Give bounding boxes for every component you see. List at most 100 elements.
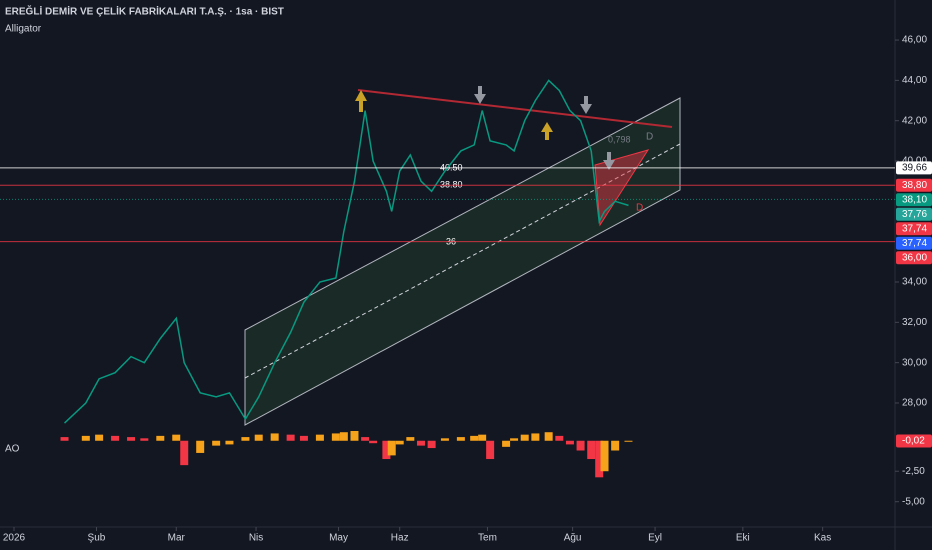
y-tick-label: 46,00 xyxy=(902,35,927,46)
ao-bar xyxy=(502,440,511,447)
x-tick-label: Mar xyxy=(168,533,186,544)
y-tick-label: 32,00 xyxy=(902,317,927,328)
ao-bar xyxy=(624,440,633,442)
price-line xyxy=(63,79,629,424)
y-tick-label: -2,50 xyxy=(902,466,925,477)
price-tag xyxy=(896,236,932,250)
y-tick-label: 30,00 xyxy=(902,357,927,368)
price-tag-label: 37,74 xyxy=(902,223,927,234)
y-tick-label: -5,00 xyxy=(902,496,925,507)
ao-bar xyxy=(156,435,165,441)
ao-bar xyxy=(576,440,585,451)
ao-bar xyxy=(416,440,425,446)
ao-bar xyxy=(241,437,250,441)
ao-bar xyxy=(339,432,348,441)
ao-bar xyxy=(299,435,308,441)
ao-bar xyxy=(172,434,181,441)
x-tick-label: Eki xyxy=(736,533,750,544)
x-tick-label: May xyxy=(329,533,348,544)
y-tick-label: 34,00 xyxy=(902,277,927,288)
ao-bar xyxy=(382,440,391,460)
price-tag-label: 38,80 xyxy=(902,180,927,191)
ao-bar xyxy=(361,437,370,441)
annotation: D xyxy=(636,203,643,214)
ao-bar xyxy=(565,440,574,445)
down-arrow xyxy=(603,152,615,170)
ao-bar xyxy=(270,433,279,441)
price-tag xyxy=(896,207,932,221)
trend-line xyxy=(357,89,673,128)
price-tag-label: 37,74 xyxy=(902,238,927,249)
price-tag xyxy=(896,193,932,207)
x-tick-label: Haz xyxy=(391,533,409,544)
price-tag-label: 36,00 xyxy=(902,252,927,263)
ao-bar xyxy=(406,437,415,441)
ao-bar xyxy=(456,437,465,441)
ao-bar xyxy=(95,434,104,441)
x-tick-label: 2026 xyxy=(3,533,26,544)
ao-bar xyxy=(111,435,120,441)
ao-bar xyxy=(81,435,90,441)
price-tag-label: 39,66 xyxy=(902,163,927,174)
down-arrow xyxy=(474,86,486,104)
x-tick-label: Eyl xyxy=(648,533,662,544)
ao-bar xyxy=(587,440,596,460)
indicator-label: AO xyxy=(5,444,20,455)
chart-title: EREĞLİ DEMİR VE ÇELİK FABRİKALARI T.A.Ş.… xyxy=(5,5,284,18)
price-tag-label: 38,10 xyxy=(902,194,927,205)
ao-bar xyxy=(196,440,205,453)
ao-bar xyxy=(387,440,396,456)
ao-bar xyxy=(600,440,609,472)
x-tick-label: Ağu xyxy=(564,533,582,544)
ao-bar xyxy=(331,433,340,441)
ao-bar xyxy=(140,438,149,441)
ao-bar xyxy=(595,440,604,478)
price-tag xyxy=(896,161,932,175)
price-tag xyxy=(896,434,932,448)
annotation: 38.80 xyxy=(440,179,463,189)
price-tag-label: 37,76 xyxy=(902,209,927,220)
y-tick-label: 42,00 xyxy=(902,115,927,126)
x-tick-label: Nis xyxy=(249,533,263,544)
indicator-label: Alligator xyxy=(5,24,42,35)
up-arrow xyxy=(541,122,553,140)
price-tag xyxy=(896,222,932,236)
up-arrow xyxy=(355,90,367,112)
ao-bar xyxy=(286,434,295,441)
channel-midline xyxy=(244,143,681,379)
x-tick-label: Kas xyxy=(814,533,831,544)
price-tag-label: -0,02 xyxy=(902,436,925,447)
down-arrow xyxy=(580,96,592,114)
ao-bar xyxy=(510,438,519,441)
ao-bar xyxy=(60,437,69,441)
price-tag xyxy=(896,178,932,192)
annotation: 40.50 xyxy=(440,162,463,172)
ao-bar xyxy=(350,431,359,441)
x-tick-label: Şub xyxy=(88,533,106,544)
ao-bar xyxy=(127,437,136,441)
ao-bar xyxy=(544,432,553,441)
ao-bar xyxy=(531,433,540,441)
ao-bar xyxy=(369,440,378,444)
ao-bar xyxy=(611,440,620,451)
ao-bar xyxy=(395,440,404,445)
ao-bar xyxy=(470,435,479,441)
ao-bar xyxy=(520,434,529,441)
ao-bar xyxy=(254,434,263,441)
ao-bar xyxy=(427,440,436,449)
ao-bar xyxy=(478,434,487,441)
price-tag xyxy=(896,251,932,265)
y-tick-label: 40,00 xyxy=(902,156,927,167)
y-tick-label: 44,00 xyxy=(902,75,927,86)
x-tick-label: Tem xyxy=(478,533,497,544)
ao-bar xyxy=(555,435,564,441)
ao-bar xyxy=(486,440,495,460)
ao-bar xyxy=(180,440,189,466)
y-tick-label: 28,00 xyxy=(902,398,927,409)
ao-bar xyxy=(212,440,221,446)
ao-bar xyxy=(440,438,449,441)
annotation: 0,798 xyxy=(608,134,631,144)
ao-bar xyxy=(315,434,324,441)
